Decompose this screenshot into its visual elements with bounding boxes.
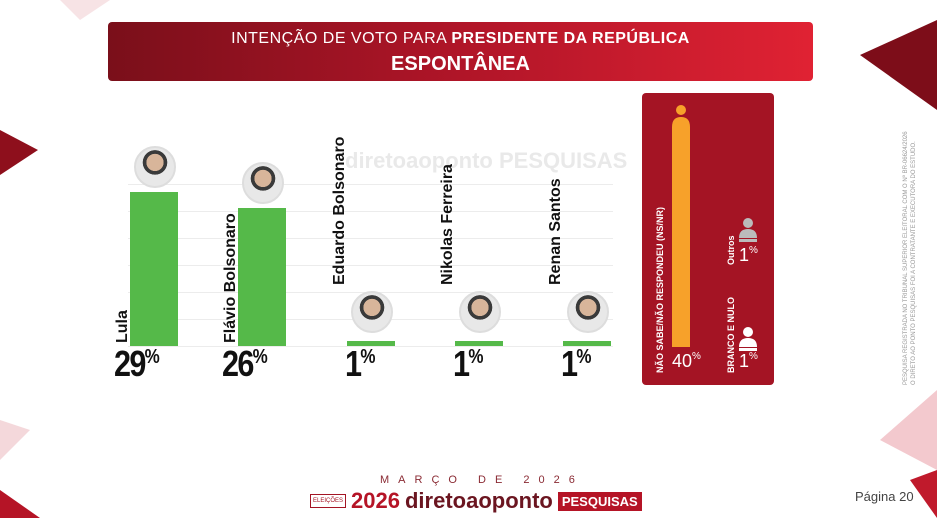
data-label: 29% bbox=[114, 343, 160, 385]
candidate-photo bbox=[242, 162, 284, 205]
pct-unit: % bbox=[692, 351, 701, 362]
label-outros: Outros bbox=[726, 235, 736, 265]
label-branco-nulo: BRANCO E NULO bbox=[726, 297, 736, 373]
candidate-name: Eduardo Bolsonaro bbox=[331, 136, 348, 285]
candidate-name: Lula bbox=[114, 310, 131, 343]
pct-unit: % bbox=[749, 245, 758, 256]
gridline bbox=[128, 238, 613, 239]
logo-badge: ELEIÇÕES bbox=[310, 494, 347, 508]
candidate-name: Flávio Bolsonaro bbox=[222, 213, 239, 343]
title-bold: PRESIDENTE DA REPÚBLICA bbox=[451, 30, 690, 47]
data-label-value: 1 bbox=[561, 343, 578, 384]
candidate-name: Nikolas Ferreira bbox=[439, 163, 456, 285]
footer-logo: ELEIÇÕES 2026 diretoaoponto PESQUISAS bbox=[310, 488, 642, 514]
other-answers-panel: NÃO SABE/NÃO RESPONDEU (NS/NR) 40% Outro… bbox=[642, 93, 774, 385]
pct-outros-value: 1 bbox=[739, 245, 750, 265]
data-label: 1% bbox=[561, 343, 591, 385]
candidate-photo bbox=[351, 290, 393, 333]
data-label-value: 29 bbox=[114, 343, 146, 384]
pct-outros: 1% bbox=[739, 245, 758, 266]
candidate-photo bbox=[459, 290, 501, 333]
candidate-name: Renan Santos bbox=[547, 178, 564, 285]
data-label: 26% bbox=[222, 343, 268, 385]
subtitle: ESPONTÂNEA bbox=[391, 53, 530, 75]
pct-branco-value: 1 bbox=[739, 351, 750, 371]
pct-unit: % bbox=[252, 346, 268, 368]
pct-ns-value: 40 bbox=[672, 351, 693, 371]
gridline bbox=[128, 184, 613, 185]
pct-unit: % bbox=[576, 346, 591, 368]
bar bbox=[130, 192, 178, 346]
pct-unit: % bbox=[360, 346, 375, 368]
label-ns-nr: NÃO SABE/NÃO RESPONDEU (NS/NR) bbox=[655, 206, 665, 373]
gridline bbox=[128, 346, 613, 347]
candidate-photo bbox=[134, 146, 176, 189]
person-icon-orange bbox=[672, 105, 690, 127]
bar bbox=[563, 340, 611, 346]
bar-chart: Lula 29% Flávio Bolsonaro 26% Eduardo Bolson… bbox=[114, 136, 613, 385]
registration-note: PESQUISA REGISTRADA NO TRIBUNAL SUPERIOR… bbox=[902, 131, 918, 385]
candidate-photo bbox=[567, 290, 609, 333]
watermark: diretoaoponto PESQUISAS bbox=[345, 148, 628, 173]
month-label: MARÇO DE 2026 bbox=[380, 474, 584, 486]
data-label-value: 26 bbox=[222, 343, 254, 384]
bar bbox=[347, 340, 395, 346]
pct-branco-nulo: 1% bbox=[739, 351, 758, 372]
pct-unit: % bbox=[144, 346, 160, 368]
person-icon-grey bbox=[739, 218, 757, 242]
logo-year: 2026 bbox=[351, 488, 400, 513]
pct-ns-nr: 40% bbox=[672, 351, 701, 372]
person-icon-white bbox=[739, 327, 757, 351]
pct-unit: % bbox=[749, 351, 758, 362]
title-prefix: INTENÇÃO DE VOTO PARA bbox=[231, 30, 452, 47]
gridline bbox=[128, 265, 613, 266]
data-label: 1% bbox=[453, 343, 483, 385]
title-banner: INTENÇÃO DE VOTO PARA PRESIDENTE DA REPÚ… bbox=[108, 22, 813, 81]
logo-name: diretoaoponto bbox=[404, 488, 553, 513]
note-line: O DIRETO AO PONTO PESQUISAS FOI A CONTRA… bbox=[911, 141, 917, 385]
data-label-value: 1 bbox=[345, 343, 362, 384]
logo-tag: PESQUISAS bbox=[557, 491, 642, 511]
page-number: Página 20 bbox=[855, 489, 914, 504]
gridline bbox=[128, 211, 613, 212]
bar-ns-nr bbox=[672, 127, 690, 347]
data-label: 1% bbox=[345, 343, 375, 385]
pct-unit: % bbox=[468, 346, 483, 368]
bar bbox=[238, 208, 286, 346]
data-label-value: 1 bbox=[453, 343, 470, 384]
bar bbox=[455, 340, 503, 346]
note-line: PESQUISA REGISTRADA NO TRIBUNAL SUPERIOR… bbox=[903, 131, 909, 385]
title: INTENÇÃO DE VOTO PARA PRESIDENTE DA REPÚ… bbox=[108, 30, 813, 48]
